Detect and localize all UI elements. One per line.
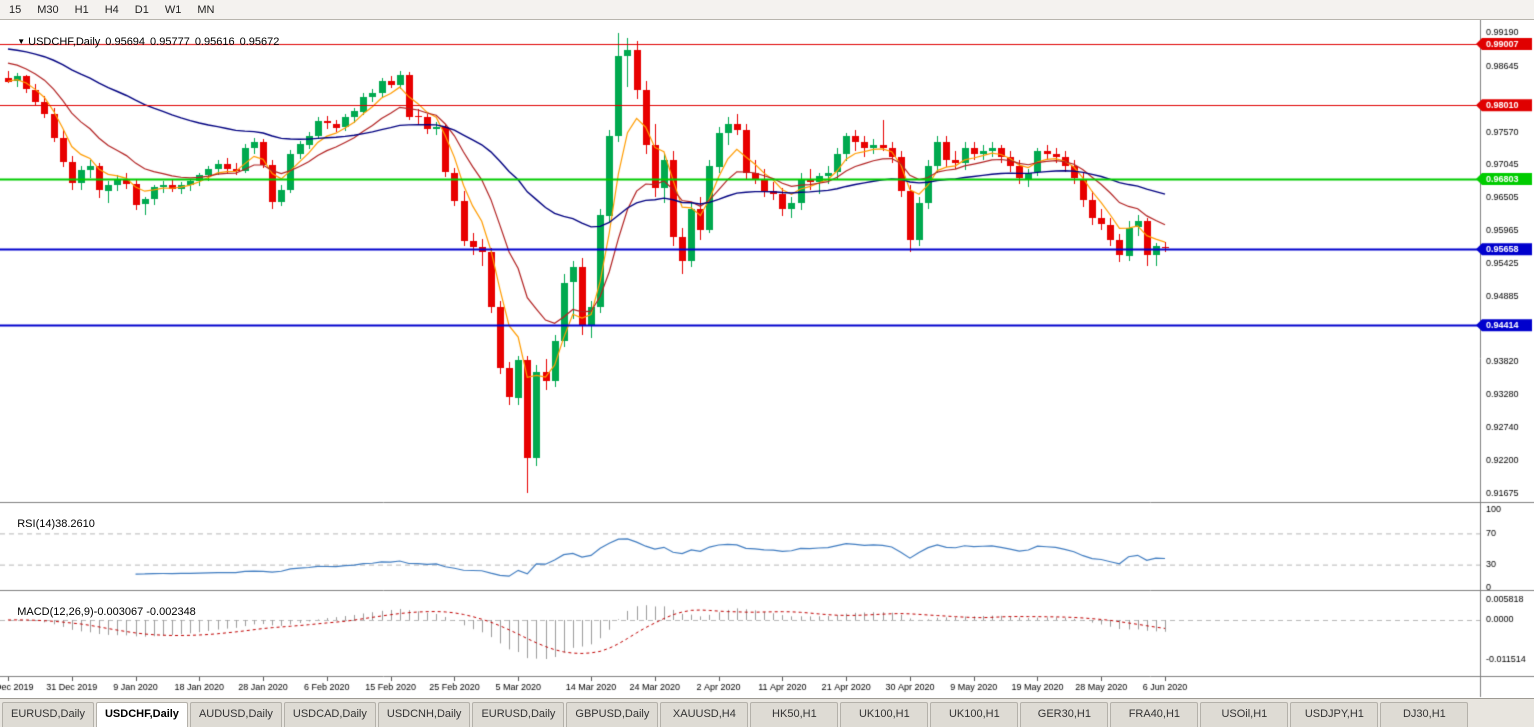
- chart-tab-hk50-h1[interactable]: HK50,H1: [750, 702, 839, 727]
- chart-tab-usdcad-daily[interactable]: USDCAD,Daily: [283, 702, 376, 727]
- chart-tab-fra40-h1[interactable]: FRA40,H1: [1110, 702, 1199, 727]
- chart-tab-audusd-daily[interactable]: AUDUSD,Daily: [189, 702, 282, 727]
- chart-tab-gbpusd-daily[interactable]: GBPUSD,Daily: [566, 702, 659, 727]
- timeframe-button-15[interactable]: 15: [9, 3, 22, 16]
- timeframe-button-W1[interactable]: W1: [164, 3, 182, 16]
- chart-tab-usoil-h1[interactable]: USOil,H1: [1200, 702, 1289, 727]
- chart-tab-ger30-h1[interactable]: GER30,H1: [1020, 702, 1109, 727]
- price-chart-canvas[interactable]: [0, 20, 1534, 698]
- chart-tab-uk100-h1[interactable]: UK100,H1: [840, 702, 929, 727]
- chart-tab-eurusd-daily[interactable]: EURUSD,Daily: [2, 702, 94, 727]
- chart-tabs-bar: EURUSD,Daily USDCHF,Daily AUDUSD,Daily USDC…: [0, 698, 1534, 727]
- timeframe-button-H4[interactable]: H4: [104, 3, 119, 16]
- timeframe-button-H1[interactable]: H1: [74, 3, 89, 16]
- timeframe-button-M30[interactable]: M30: [37, 3, 59, 16]
- chart-tab-usdcnh-daily[interactable]: USDCNH,Daily: [377, 702, 471, 727]
- chart-tab-dj30-h1[interactable]: DJ30,H1: [1380, 702, 1469, 727]
- chart-tab-eurusd-daily[interactable]: EURUSD,Daily: [472, 702, 565, 727]
- chart-tab-uk100-h1[interactable]: UK100,H1: [930, 702, 1019, 727]
- chart-tab-usdjpy-h1[interactable]: USDJPY,H1: [1290, 702, 1379, 727]
- chart-tab-usdchf-daily[interactable]: USDCHF,Daily: [95, 702, 188, 727]
- timeframe-button-D1[interactable]: D1: [134, 3, 149, 16]
- timeframe-toolbar: 15 M30 H1 H4 D1 W1 MN: [0, 0, 1534, 20]
- chart-tab-xauusd-h4[interactable]: XAUUSD,H4: [660, 702, 749, 727]
- timeframe-button-MN[interactable]: MN: [197, 3, 215, 16]
